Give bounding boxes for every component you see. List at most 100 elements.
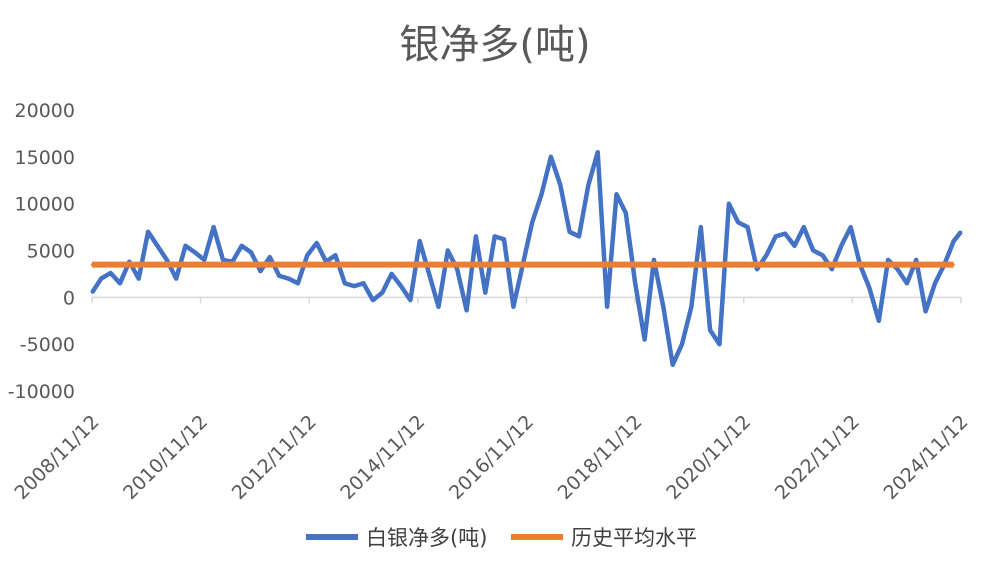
net-long-series-point — [296, 282, 300, 285]
x-axis-ticks: 2008/11/12 2010/11/12 2012/11/12 2014/11/12… — [11, 411, 973, 504]
net-long-series-point — [821, 254, 824, 257]
net-long-series-point — [924, 310, 927, 313]
net-long-series-point — [493, 235, 496, 238]
legend[interactable]: 白银净多(吨) 历史平均水平 — [306, 526, 697, 550]
legend-label: 白银净多(吨) — [366, 526, 487, 550]
net-long-series-point — [371, 298, 375, 302]
net-long-series-point — [109, 271, 112, 275]
net-long-series-point — [643, 338, 646, 341]
net-long-series-point — [390, 272, 393, 276]
net-long-series-point — [680, 343, 684, 346]
net-long-series-point — [100, 277, 103, 280]
net-long-series-point — [774, 235, 777, 238]
x-tick-label: 2020/11/12 — [662, 411, 755, 504]
net-long-series-point — [334, 254, 337, 257]
y-tick-label: -10000 — [8, 381, 75, 403]
net-long-series-point — [690, 305, 693, 308]
net-long-series-point — [484, 291, 487, 294]
legend-item-average[interactable]: 历史平均水平 — [511, 526, 697, 550]
net-long-series-point — [952, 239, 955, 243]
net-long-series-point — [915, 258, 918, 262]
net-long-series-point — [502, 238, 506, 241]
net-long-series-point — [531, 221, 534, 224]
net-long-series-point — [446, 249, 449, 252]
net-long-series-point — [959, 230, 963, 233]
average-series-point — [90, 263, 94, 266]
net-long-series-point — [615, 193, 618, 196]
net-long-series-point — [287, 277, 290, 280]
net-long-series-point — [933, 282, 937, 285]
net-long-series-point — [577, 235, 581, 238]
net-long-series-point — [156, 244, 159, 247]
net-long-series-point — [755, 268, 759, 271]
net-long-series-point — [559, 183, 562, 187]
net-long-series-point — [512, 305, 515, 308]
net-long-series-point — [399, 284, 403, 288]
plot-area — [90, 149, 963, 368]
x-tick-label: 2014/11/12 — [336, 411, 429, 504]
x-axis-tick-marks — [91, 297, 962, 304]
net-long-series-point — [718, 343, 721, 346]
x-tick-label: 2012/11/12 — [228, 411, 321, 504]
net-long-series-point — [175, 277, 178, 280]
legend-label: 历史平均水平 — [571, 526, 697, 550]
net-long-series-point — [437, 305, 440, 308]
net-long-series-line — [90, 149, 963, 368]
net-long-series-point — [474, 235, 478, 238]
net-long-series-point — [456, 268, 459, 271]
legend-item-net-long[interactable]: 白银净多(吨) — [306, 526, 487, 550]
net-long-series-point — [624, 211, 627, 215]
net-long-series-point — [193, 251, 197, 254]
y-tick-label: 5000 — [27, 241, 75, 263]
net-long-series-point — [165, 258, 168, 262]
net-long-series-point — [409, 298, 412, 302]
x-tick-label: 2008/11/12 — [11, 411, 104, 504]
net-long-series-point — [306, 254, 309, 257]
net-long-series-point — [259, 269, 262, 273]
net-long-series-point — [886, 258, 890, 262]
net-long-series-point — [90, 291, 94, 294]
net-long-series-point — [249, 251, 253, 254]
net-long-series-point — [137, 277, 140, 280]
net-long-series-point — [418, 239, 421, 243]
net-long-series-point — [146, 230, 150, 233]
x-tick-label: 2022/11/12 — [771, 411, 864, 504]
net-long-series-point — [540, 193, 543, 196]
x-tick-label: 2010/11/12 — [119, 411, 212, 504]
y-tick-label: 0 — [63, 287, 75, 309]
net-long-series-point — [240, 244, 243, 247]
net-long-series-point — [727, 202, 731, 205]
net-long-series-point — [221, 258, 225, 262]
net-long-series-point — [905, 282, 909, 285]
net-long-series-point — [212, 225, 215, 229]
net-long-series-point — [708, 328, 712, 332]
chart-title: 银净多(吨) — [399, 22, 590, 68]
net-long-series-point — [427, 272, 431, 276]
net-long-series-point — [652, 258, 656, 262]
y-tick-label: 10000 — [15, 194, 75, 216]
net-long-series-point — [203, 258, 206, 262]
net-long-series-point — [353, 284, 356, 288]
net-long-series-point — [699, 225, 702, 229]
net-long-series-point — [568, 230, 571, 233]
net-long-series-point — [868, 286, 871, 290]
net-long-series-point — [268, 255, 271, 259]
net-long-series-point — [362, 282, 365, 285]
net-long-series-point — [877, 319, 880, 322]
x-tick-label: 2016/11/12 — [445, 411, 538, 504]
net-long-series-point — [605, 305, 609, 308]
net-long-series-point — [849, 225, 852, 229]
net-long-series-point — [671, 363, 674, 366]
net-long-series-point — [315, 241, 318, 245]
net-long-series-point — [783, 232, 787, 235]
y-tick-label: 15000 — [15, 147, 75, 169]
net-long-series-point — [343, 282, 346, 285]
net-long-series-point — [737, 221, 740, 224]
y-axis-ticks: -10000 -5000 0 5000 10000 15000 20000 — [8, 100, 75, 403]
net-long-series-point — [381, 291, 384, 294]
y-tick-label: 20000 — [15, 100, 75, 122]
net-long-series-point — [830, 268, 834, 271]
net-long-series-point — [802, 225, 805, 229]
